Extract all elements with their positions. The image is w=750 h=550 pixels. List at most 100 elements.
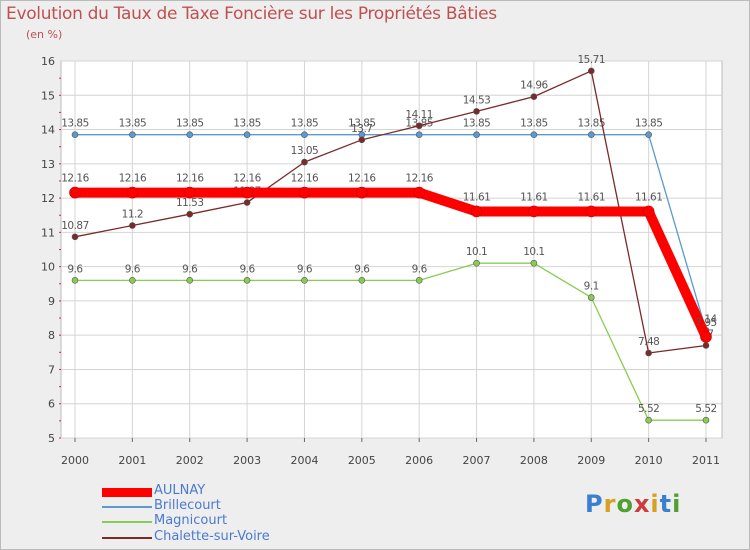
data-label-magnicourt: 9.6 (239, 263, 255, 275)
x-tick-label: 2005 (348, 454, 376, 467)
data-label-magnicourt: 5.52 (638, 403, 659, 415)
legend-swatch-chalette (102, 537, 152, 539)
data-point-brillecourt (587, 131, 595, 138)
data-point-aulnay (413, 186, 425, 199)
data-point-chalette-sur-voire (415, 122, 423, 130)
y-tick-label: 10 (41, 261, 55, 274)
data-label-magnicourt: 9.6 (412, 263, 428, 275)
data-label-brillecourt: 13.85 (119, 118, 147, 130)
data-point-aulnay (356, 186, 368, 199)
data-point-brillecourt (301, 131, 308, 138)
data-point-chalette-sur-voire (186, 210, 194, 218)
data-label-chalette-sur-voire: 7.48 (638, 336, 659, 348)
legend-swatch-magnicourt (102, 521, 152, 523)
data-point-aulnay (700, 331, 712, 343)
y-tick-label: 14 (41, 124, 55, 137)
legend-label-brillecourt: Brillecourt (154, 498, 221, 513)
data-point-brillecourt (645, 131, 652, 138)
chart-subtitle: (en %) (26, 28, 63, 41)
data-label-aulnay: 7.95 (695, 317, 716, 329)
data-label-brillecourt: 13.85 (577, 118, 605, 130)
data-point-chalette-sur-voire (645, 349, 652, 357)
data-label-chalette-sur-voire: 11.2 (122, 209, 143, 221)
data-point-aulnay (528, 205, 540, 218)
y-tick-label: 8 (48, 329, 55, 342)
data-label-aulnay: 12.16 (233, 173, 261, 185)
series-line-magnicourt (74, 262, 707, 421)
data-label-chalette-sur-voire: 11.53 (176, 197, 204, 209)
data-label-chalette-sur-voire: 10.87 (61, 220, 89, 232)
data-point-magnicourt (530, 259, 538, 267)
data-point-magnicourt (645, 416, 652, 424)
data-point-magnicourt (129, 277, 136, 284)
data-label-brillecourt: 13.85 (61, 118, 89, 130)
data-point-magnicourt (473, 259, 480, 267)
x-tick-label: 2008 (520, 454, 548, 467)
data-label-chalette-sur-voire: 14.53 (463, 94, 491, 106)
x-tick-label: 2011 (692, 454, 720, 467)
data-point-magnicourt (71, 277, 79, 284)
data-point-chalette-sur-voire (243, 199, 251, 206)
data-point-chalette-sur-voire (129, 222, 136, 229)
data-point-chalette-sur-voire (71, 233, 79, 241)
data-label-chalette-sur-voire: 14.96 (520, 80, 548, 92)
data-point-magnicourt (587, 294, 595, 301)
data-point-magnicourt (186, 277, 194, 284)
data-label-aulnay: 12.16 (405, 173, 433, 185)
legend-label-magnicourt: Magnicourt (154, 513, 228, 528)
data-point-aulnay (470, 205, 483, 218)
data-label-magnicourt: 9.6 (297, 263, 313, 275)
data-label-aulnay: 12.16 (176, 173, 204, 185)
y-tick-label: 16 (41, 55, 55, 68)
data-point-aulnay (642, 205, 655, 218)
data-label-magnicourt: 5.52 (695, 403, 716, 415)
data-label-brillecourt: 13.85 (348, 118, 376, 130)
proxiti-logo: Proxiti (585, 490, 682, 518)
data-label-brillecourt: 13.85 (233, 118, 261, 130)
data-point-brillecourt (129, 131, 136, 138)
data-point-aulnay (126, 186, 139, 199)
data-label-brillecourt: 13.85 (176, 118, 204, 130)
data-label-aulnay: 11.61 (463, 191, 491, 203)
data-label-aulnay: 12.16 (61, 173, 89, 185)
data-point-chalette-sur-voire (301, 158, 308, 166)
data-point-chalette-sur-voire (587, 67, 595, 75)
x-tick-label: 2006 (405, 454, 433, 467)
data-point-aulnay (183, 186, 196, 199)
data-label-magnicourt: 10.1 (523, 246, 544, 258)
x-tick-label: 2000 (61, 454, 89, 467)
data-point-brillecourt (243, 131, 251, 138)
data-point-magnicourt (243, 277, 251, 284)
x-tick-label: 2009 (577, 454, 605, 467)
y-tick-label: 11 (41, 226, 55, 239)
y-tick-label: 13 (41, 158, 55, 171)
data-point-magnicourt (301, 277, 308, 284)
data-point-brillecourt (186, 131, 194, 138)
data-point-brillecourt (530, 131, 538, 138)
x-tick-label: 2007 (463, 454, 491, 467)
data-label-magnicourt: 10.1 (466, 246, 487, 258)
y-tick-label: 12 (41, 192, 55, 205)
data-label-magnicourt: 9.6 (125, 263, 141, 275)
data-label-aulnay: 11.61 (635, 191, 663, 203)
legend-label-aulnay: AULNAY (154, 483, 206, 498)
series-line-chalette-sur-voire (74, 70, 707, 354)
x-tick-label: 2002 (176, 454, 204, 467)
data-label-magnicourt: 9.6 (182, 263, 198, 275)
data-point-chalette-sur-voire (530, 93, 538, 100)
data-point-brillecourt (473, 131, 480, 138)
data-point-magnicourt (702, 416, 710, 424)
y-tick-label: 9 (48, 295, 55, 308)
data-point-brillecourt (415, 131, 423, 138)
data-label-brillecourt: 13.85 (635, 118, 663, 130)
series-line-brillecourt (74, 134, 707, 332)
x-tick-label: 2010 (635, 454, 663, 467)
plot-area (60, 60, 723, 439)
data-point-chalette-sur-voire (702, 342, 710, 349)
data-point-aulnay (241, 186, 253, 199)
data-label-brillecourt: 13.85 (463, 118, 491, 130)
legend-label-chalette: Chalette-sur-Voire (154, 529, 270, 544)
data-label-aulnay: 12.16 (348, 173, 376, 185)
data-label-aulnay: 11.61 (577, 191, 605, 203)
